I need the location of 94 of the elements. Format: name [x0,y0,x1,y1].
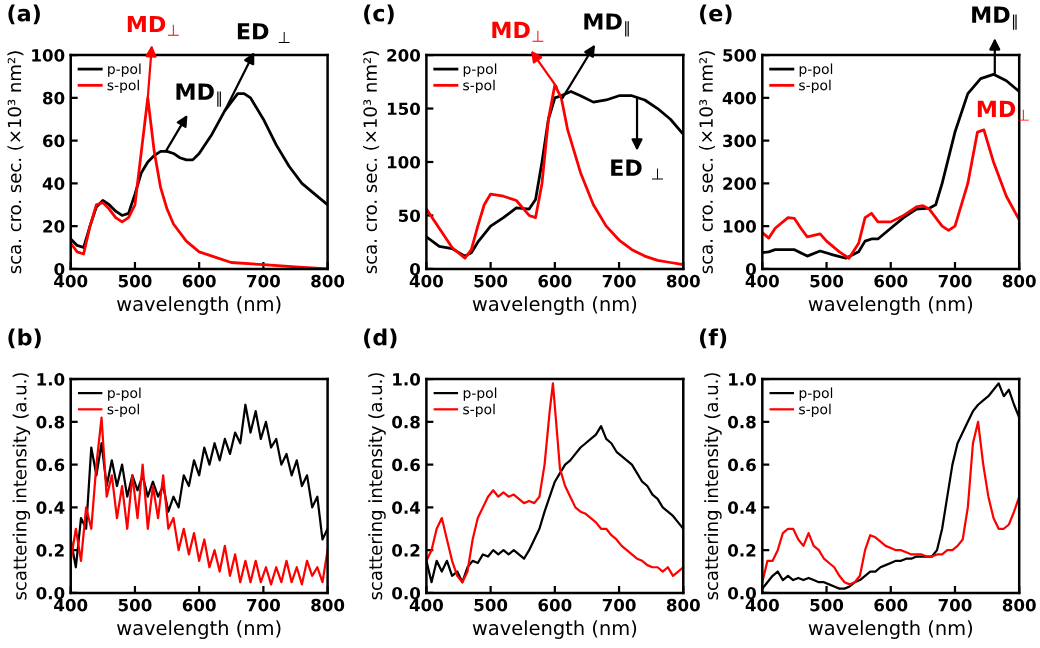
y-tick-label: 200 [723,177,756,190]
y-tick-label: 0.6 [36,458,65,472]
x-tick-label: 700 [247,598,280,612]
y-axis-title: scattering intensity (a.u.) [704,373,722,600]
annotation: ED $_{⊥}$ [611,159,663,180]
x-tick-label: 600 [874,274,908,288]
x-tick-label: 800 [666,274,700,288]
y-tick-label: 0.8 [36,415,65,429]
y-tick-label: 0.2 [728,544,756,557]
y-tick-label: 0.8 [392,415,420,429]
y-tick-label: 0.0 [36,586,65,600]
x-tick-label: 400 [409,598,443,612]
y-axis-title: scattering intensity (a.u.) [12,373,31,600]
x-tick-label: 500 [118,598,152,612]
y-tick-label: 500 [723,49,756,62]
x-axis-title: wavelength (nm) [117,620,281,639]
y-tick-label: 0.0 [392,586,421,600]
y-tick-label: 400 [722,91,756,105]
y-tick-label: 100 [387,155,421,169]
x-tick-label: 600 [182,274,216,288]
y-tick-label: 0.0 [728,586,756,600]
x-tick-label: 600 [538,274,572,288]
x-tick-label: 500 [474,598,508,612]
annotation: MD$_{∥}$ [176,83,221,107]
chart-title: (c) [364,4,394,25]
y-tick-label: 150 [387,102,421,116]
y-tick-label: 0.6 [728,458,756,472]
y-tick-label: 0 [745,262,756,276]
y-tick-label: 50 [398,209,421,223]
y-tick-label: 1.0 [37,373,65,386]
y-tick-label: 0.4 [728,501,756,514]
chart-title: (b) [8,328,41,349]
x-tick-label: 700 [247,274,280,288]
x-tick-label: 400 [745,274,779,288]
x-tick-label: 400 [409,274,443,288]
line-series [762,420,1020,586]
x-tick-label: 400 [54,274,88,288]
x-tick-label: 400 [54,598,88,612]
x-axis-title: wavelength (nm) [117,296,281,315]
x-tick-label: 800 [311,598,345,612]
annotation: MD$_{⊥}$ [127,15,179,36]
x-tick-label: 600 [182,598,216,612]
y-tick-label: 0.4 [36,501,65,514]
chart-title: (d) [364,328,397,349]
x-tick-label: 800 [1002,274,1036,288]
x-tick-label: 800 [311,274,345,288]
line-series [426,382,684,584]
x-tick-label: 700 [602,274,636,288]
x-tick-label: 800 [1002,598,1036,612]
x-axis-title: wavelength (nm) [808,296,973,315]
x-tick-label: 600 [874,598,908,612]
x-tick-label: 500 [474,274,508,288]
x-tick-label: 500 [810,274,844,288]
x-tick-label: 700 [938,274,972,288]
y-tick-label: 0.4 [392,501,421,514]
y-tick-label: 60 [43,134,65,148]
y-tick-label: 0.2 [36,544,64,557]
y-tick-label: 80 [42,91,65,105]
x-tick-label: 800 [666,598,700,612]
y-tick-label: 100 [723,220,756,233]
chart-title: (a) [8,4,40,25]
y-axis-title: sca. cro. sec. (×10³ nm²) [363,51,380,274]
y-tick-label: 0.6 [392,458,420,472]
y-tick-label: 300 [723,134,756,148]
y-tick-label: 40 [42,177,65,190]
x-tick-label: 700 [938,598,972,612]
x-tick-label: 500 [118,274,152,288]
annotation: MD$_{∥}$ [972,6,1017,30]
y-tick-label: 0 [54,262,65,276]
y-tick-label: 0.8 [728,415,756,429]
x-tick-label: 700 [602,598,636,612]
x-tick-label: 400 [745,598,779,612]
line-series [762,128,1020,260]
annotation: MD$_{⊥}$ [492,21,544,42]
y-axis-title: sca. cro. sec. (×10³ nm²) [698,51,716,274]
annotation: ED $_{⊥}$ [237,23,290,44]
line-series [70,416,328,586]
y-tick-label: 1.0 [393,373,421,386]
y-tick-label: 0.2 [392,544,420,557]
y-axis-title: sca. cro. sec. (×10³ nm²) [7,51,24,274]
chart-title: (f) [700,328,727,349]
x-axis-title: wavelength (nm) [472,620,637,639]
y-tick-label: 1.0 [729,373,756,386]
y-tick-label: 20 [43,220,65,233]
y-tick-label: 200 [387,49,421,62]
x-tick-label: 500 [810,598,844,612]
x-axis-title: wavelength (nm) [808,620,973,639]
y-tick-label: 100 [32,49,65,62]
chart-title: (e) [700,4,732,25]
y-tick-label: 0 [410,262,421,276]
x-tick-label: 600 [538,598,572,612]
annotation: MD$_{∥}$ [584,13,629,37]
y-axis-title: scattering intensity (a.u.) [368,373,386,600]
x-axis-title: wavelength (nm) [472,296,637,315]
